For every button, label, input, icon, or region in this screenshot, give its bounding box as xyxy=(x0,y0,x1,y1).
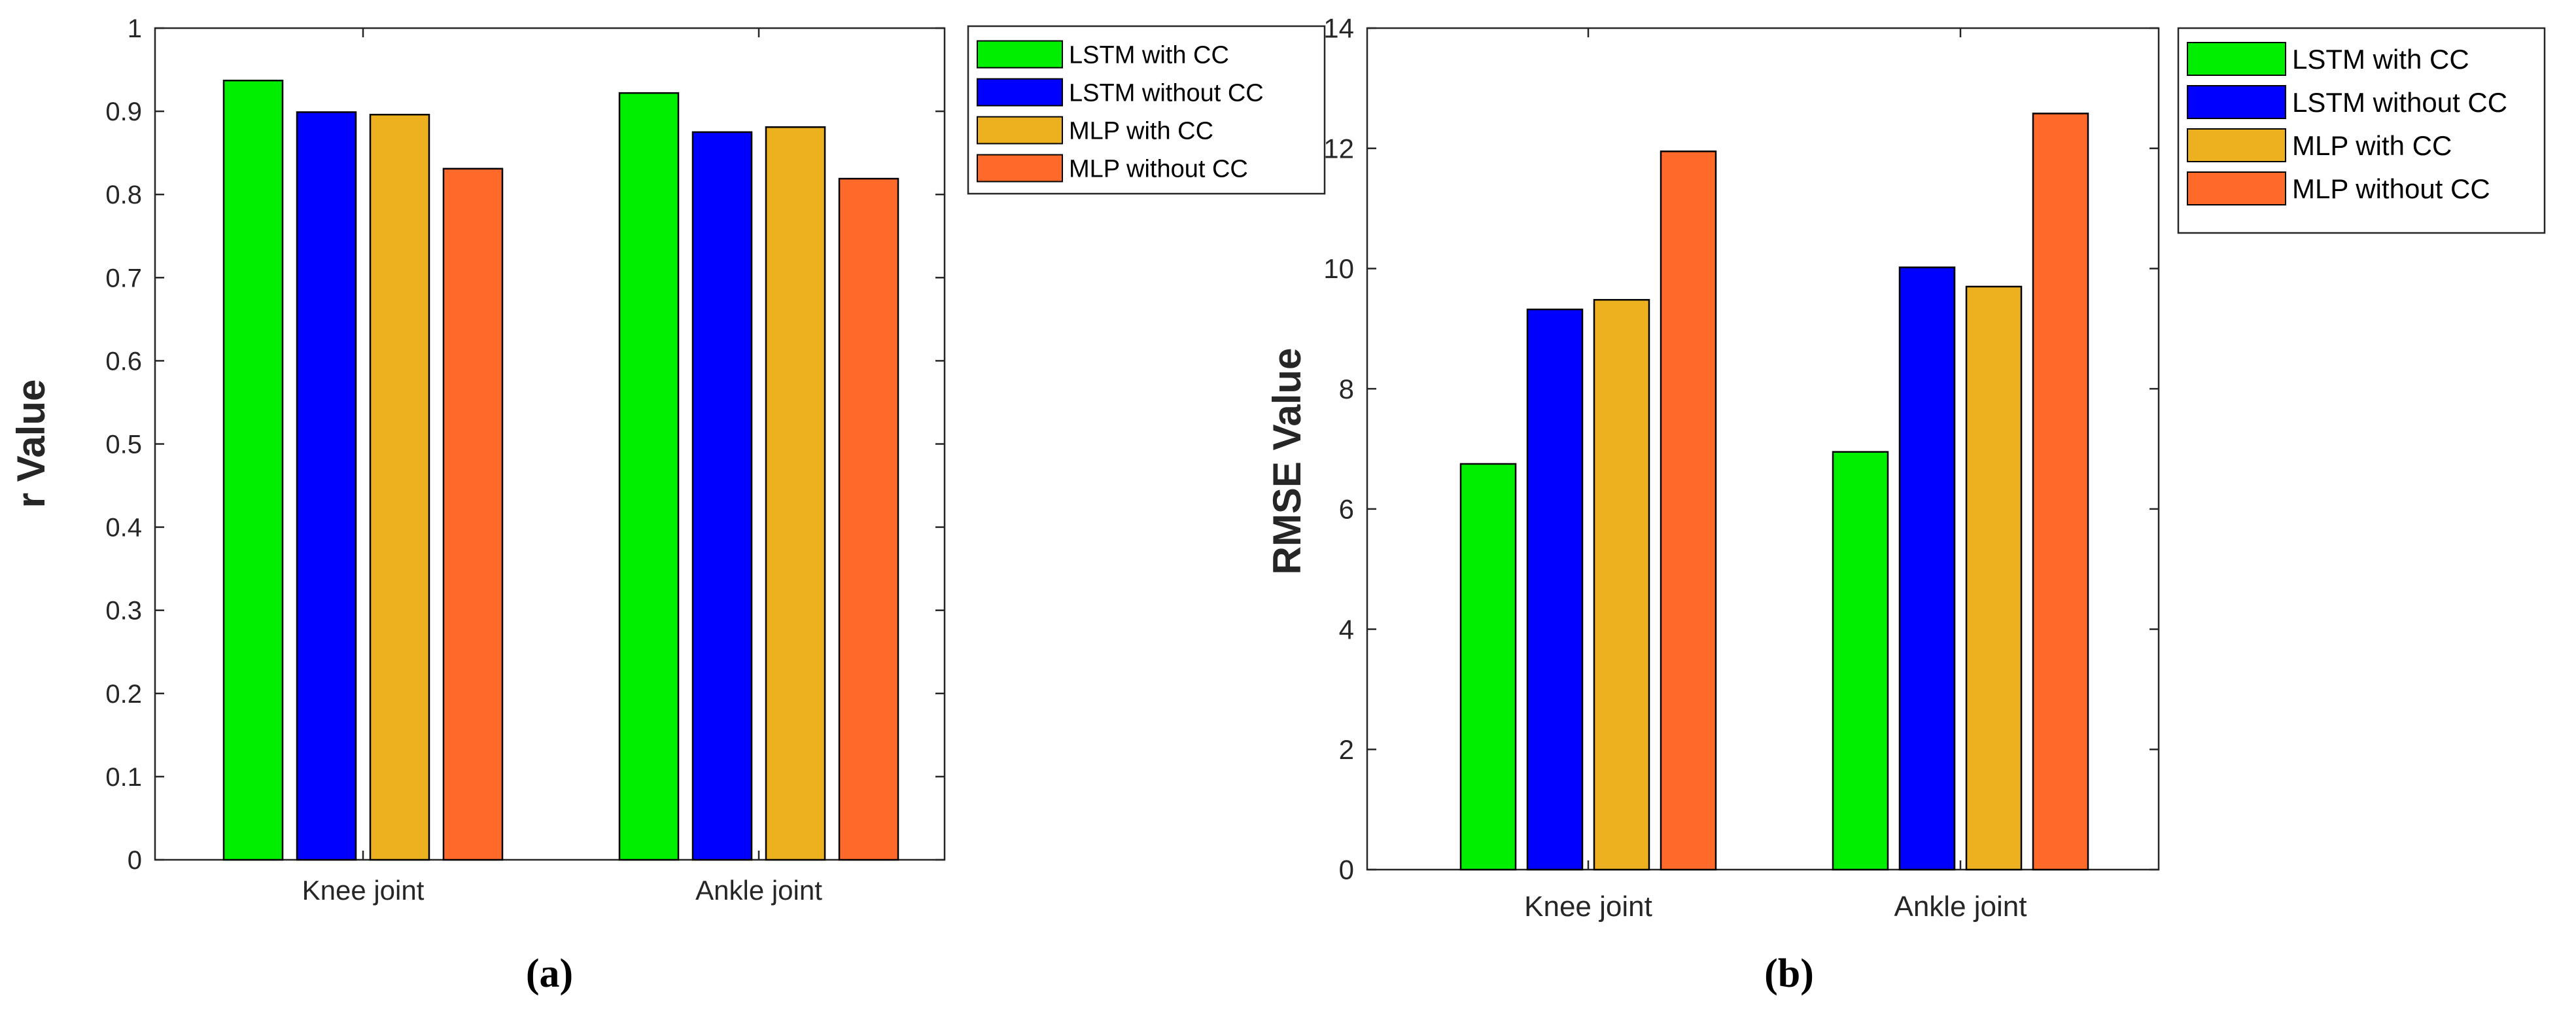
legend-label: MLP without CC xyxy=(2292,173,2490,204)
legend-swatch xyxy=(2187,42,2286,76)
y-tick-label: 0.5 xyxy=(105,431,142,459)
y-tick-label: 8 xyxy=(1339,374,1354,404)
y-tick-label: 0.7 xyxy=(105,264,142,292)
y-tick-label: 0.9 xyxy=(105,97,142,126)
bar-mlp-with-cc-knee-joint xyxy=(1593,298,1650,871)
bar-lstm-without-cc-ankle-joint xyxy=(691,131,753,861)
legend-label: LSTM with CC xyxy=(1069,42,1229,69)
bar-mlp-without-cc-knee-joint xyxy=(1660,150,1717,871)
legend-swatch xyxy=(2187,85,2286,119)
bar-lstm-with-cc-knee-joint xyxy=(222,79,284,861)
legend: LSTM with CC LSTM without CC MLP with CC ML… xyxy=(967,25,1326,195)
legend: LSTM with CC LSTM without CC MLP with CC ML… xyxy=(2177,27,2546,234)
y-tick-label: 0.3 xyxy=(105,597,142,626)
bar-mlp-without-cc-ankle-joint xyxy=(2032,113,2089,871)
legend-label: LSTM without CC xyxy=(2292,87,2507,118)
y-tick-label: 0.6 xyxy=(105,347,142,376)
chart-panel-b: 0 2 4 6 8 10 12 14 Knee joint Ankle joint RMSE Val… xyxy=(1265,13,2546,996)
y-tick-label: 6 xyxy=(1339,494,1354,525)
bar-lstm-without-cc-ankle-joint xyxy=(1898,266,1956,871)
x-tick-label: Knee joint xyxy=(302,875,425,906)
x-tick-label: Ankle joint xyxy=(1894,891,2027,923)
legend-label: MLP without CC xyxy=(1069,156,1248,183)
bar-mlp-with-cc-knee-joint xyxy=(369,113,430,861)
legend-label: LSTM without CC xyxy=(1069,80,1264,107)
legend-swatch xyxy=(977,40,1063,69)
legend-swatch xyxy=(2187,128,2286,162)
bar-lstm-with-cc-ankle-joint xyxy=(618,92,680,861)
bar-mlp-without-cc-ankle-joint xyxy=(838,177,899,861)
bar-lstm-without-cc-knee-joint xyxy=(1526,308,1584,871)
legend-label: MLP with CC xyxy=(2292,130,2452,161)
bar-lstm-with-cc-ankle-joint xyxy=(1832,451,1889,871)
y-tick-label: 1 xyxy=(128,14,142,43)
legend-swatch xyxy=(977,116,1063,145)
y-axis-label: RMSE Value xyxy=(1265,348,1309,575)
y-tick-label: 0.1 xyxy=(105,763,142,792)
panel-label: (b) xyxy=(1764,951,1814,996)
legend-swatch xyxy=(977,78,1063,107)
y-tick-label: 10 xyxy=(1323,253,1354,284)
bar-lstm-with-cc-knee-joint xyxy=(1459,463,1517,871)
y-tick-label: 4 xyxy=(1339,614,1354,645)
y-tick-label: 0.2 xyxy=(105,680,142,709)
legend-swatch xyxy=(977,154,1063,183)
y-tick-label: 12 xyxy=(1323,133,1354,164)
bar-mlp-with-cc-ankle-joint xyxy=(1965,285,2023,871)
bar-mlp-without-cc-knee-joint xyxy=(442,168,504,861)
bar-lstm-without-cc-knee-joint xyxy=(296,111,357,861)
y-tick-label: 0 xyxy=(1339,855,1354,885)
panel-label: (a) xyxy=(526,951,573,996)
y-tick-label: 0.8 xyxy=(105,181,142,209)
legend-swatch xyxy=(2187,171,2286,205)
x-tick-label: Knee joint xyxy=(1524,891,1652,923)
y-axis-label: r Value xyxy=(9,380,53,508)
bar-mlp-with-cc-ankle-joint xyxy=(765,126,826,861)
legend-label: MLP with CC xyxy=(1069,118,1213,145)
y-tick-label: 14 xyxy=(1323,13,1354,44)
x-tick-label: Ankle joint xyxy=(695,875,822,906)
legend-label: LSTM with CC xyxy=(2292,44,2469,75)
chart-panel-a: 0 0.1 0.2 0.3 0.4 0.5 0.6 0.7 0.8 0.9 1 Knee joint A… xyxy=(9,14,1326,996)
y-tick-label: 2 xyxy=(1339,734,1354,765)
y-tick-label: 0 xyxy=(128,846,142,875)
y-tick-label: 0.4 xyxy=(105,514,142,542)
